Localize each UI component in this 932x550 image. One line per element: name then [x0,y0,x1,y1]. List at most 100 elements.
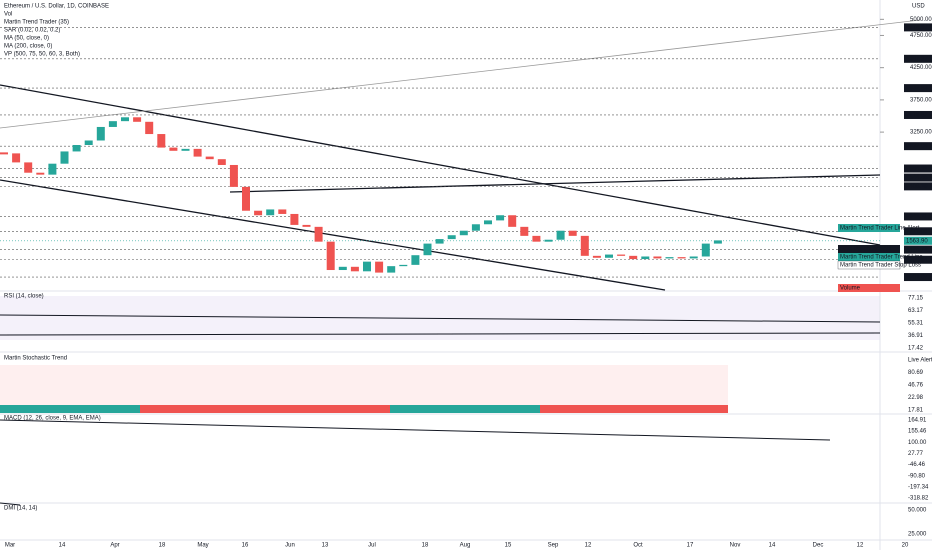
x-tick-label: Apr [110,543,119,549]
pane-title: DMI (14, 14) [4,506,37,512]
candle [701,243,710,257]
candle [254,210,263,216]
y-tick-label: 3750.00 [910,97,932,103]
trend-lines [0,19,921,506]
level-label: 1941.11 [906,214,928,220]
x-tick-label: 18 [159,543,166,549]
level-label: 2684.91 [906,166,928,172]
x-tick-label: 14 [769,543,776,549]
x-tick-label: 16 [242,543,249,549]
candle [217,159,226,165]
level-label: 1269.54 [906,257,928,263]
chart-title: Ethereum / U.S. Dollar, 1D, COINBASE [4,4,109,10]
x-tick-label: May [197,543,208,549]
y-tick-label: 4750.00 [910,33,932,39]
level-box [904,182,932,191]
pane-label: 50.000 [908,508,927,514]
candle [363,261,371,272]
pane-label: 25.000 [908,532,927,538]
candle [629,255,638,260]
legend: Ethereum / U.S. Dollar, 1D, COINBASE [4,4,109,10]
candle [314,226,323,242]
x-tick-label: Jul [368,543,376,549]
level-label: 2408.10 [906,184,928,190]
candle [326,241,335,271]
candle [592,255,601,258]
level-label: 2544.45 [906,175,928,181]
level-box [904,164,932,173]
candle [423,243,432,256]
x-tick-label: Oct [633,543,643,549]
indicator-label: Vol [4,12,12,18]
indicator-label: Martin Trend Trader (35) [4,20,69,26]
pane-label: 36.91 [908,333,924,339]
candle [617,254,626,256]
x-tick-label: 12 [585,543,592,549]
candle [302,224,311,227]
x-tick-label: Nov [730,543,741,549]
candle [387,266,396,273]
level-box [904,84,932,93]
last-price-label: 1563.90 [906,238,928,244]
pane-label: -197.34 [908,484,929,490]
candle [689,256,698,259]
currency: USD [912,4,925,10]
candle [568,230,577,236]
candle [677,257,686,259]
candle [36,172,45,175]
candle [242,186,250,211]
stoch-strip-red [540,405,728,413]
level-box [904,212,932,221]
candle [411,255,420,265]
candle [665,257,674,259]
pane-label: 155.46 [908,429,927,435]
candle [544,239,553,242]
pane-label: -46.46 [908,462,926,468]
candle [278,209,287,214]
candle [72,145,81,152]
candle [12,153,21,163]
level-box [904,255,932,264]
candle [133,117,142,122]
level-label: 3032.09 [906,144,928,150]
indicator-label: MA (200, close, 0) [4,44,52,50]
overlay-label: Martin Trend Trader Trend Line [840,255,923,261]
indicator-label: SAR (0.02, 0.02, 0.2) [4,28,60,34]
candle [653,256,662,259]
overlay-box [838,284,900,292]
level-label: 3515.82 [906,113,928,119]
indicator-label: VP (500, 75, 50, 60, 3, Both) [4,52,80,58]
candle [556,230,565,240]
candle [435,239,444,244]
candle [459,230,468,236]
candle [447,235,456,240]
pane-label: 164.91 [908,418,927,424]
pane-label: 46.76 [908,383,924,389]
candle [484,220,492,225]
x-tick-label: Jun [285,543,295,549]
level-label: 3932.83 [906,86,928,92]
x-tick-label: 12 [857,543,864,549]
overlay-box [838,253,900,261]
overlay-label: SAR ParabolicSAR [840,247,892,253]
level-box [904,227,932,236]
pane-label: -90.80 [908,473,926,479]
candle [641,256,650,260]
stoch-band [0,365,728,405]
pane-title: MACD (12, 26, close, 9, EMA, EMA) [4,416,101,422]
level-box [904,23,932,32]
candle [60,151,69,164]
candle [0,152,8,155]
pane-label: 27.77 [908,451,924,457]
candle [169,147,178,151]
candle [508,215,517,227]
level-box [904,245,932,254]
level-label: 1426.78 [906,247,928,253]
x-tick-label: 18 [422,543,429,549]
level-label: 1001.07 [906,275,928,281]
level-label: 4874.97 [906,25,928,31]
overlay-box [838,224,900,232]
candle [145,121,154,135]
candle [375,261,384,273]
